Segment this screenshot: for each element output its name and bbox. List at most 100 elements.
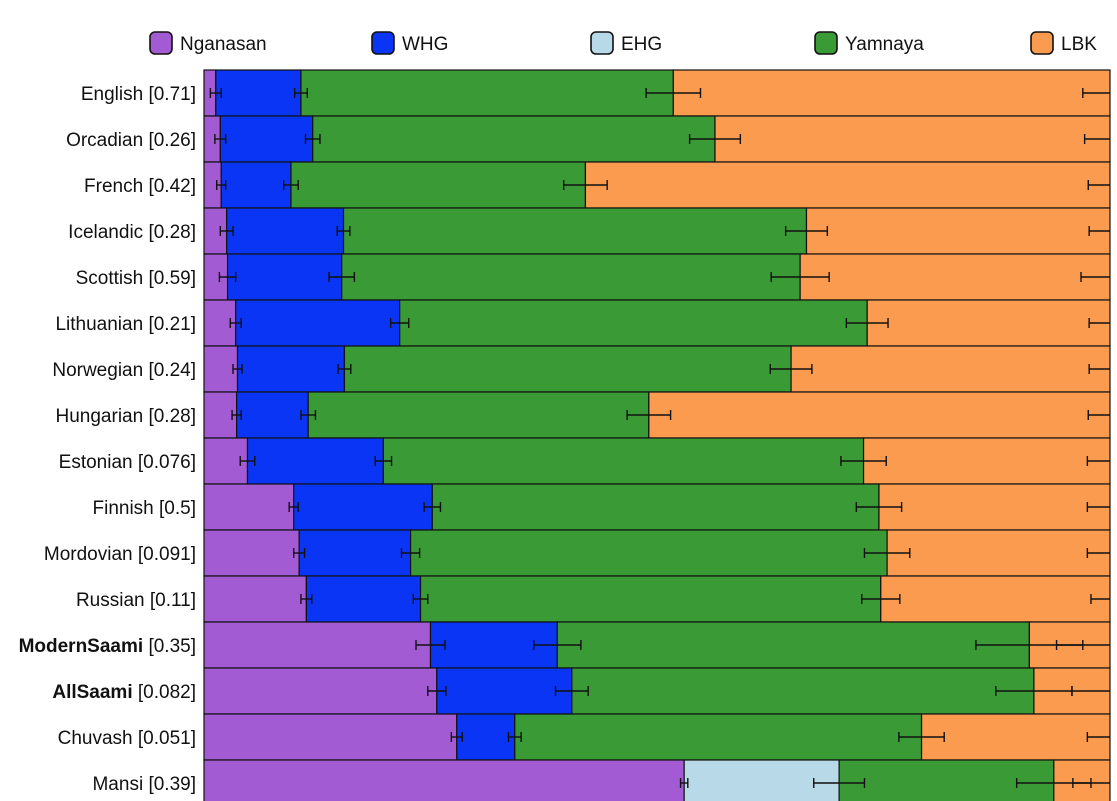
error-bar-nganasan bbox=[450, 732, 463, 742]
error-bar-lbk bbox=[1071, 686, 1110, 696]
error-bar-whg bbox=[336, 226, 351, 236]
error-bar-nganasan bbox=[219, 226, 234, 236]
row-label: Mansi [0.39] bbox=[92, 774, 196, 795]
bar-segment-nganasan bbox=[203, 529, 300, 577]
error-bar-whg bbox=[554, 686, 589, 696]
row-label-population: Scottish bbox=[76, 268, 144, 289]
row-finnish: Finnish [0.5] bbox=[93, 483, 1111, 531]
row-label-population: Finnish bbox=[93, 498, 154, 519]
bar-segment-yamnaya bbox=[300, 69, 674, 117]
error-bar-whg bbox=[300, 410, 317, 420]
error-bar-lbk bbox=[1082, 88, 1110, 98]
row-lithuanian: Lithuanian [0.21] bbox=[55, 299, 1111, 347]
bar-segment-yamnaya bbox=[290, 161, 587, 209]
bar-segment-whg bbox=[246, 437, 384, 485]
bar-segment-lbk bbox=[672, 69, 1111, 117]
error-bar-lbk bbox=[1086, 456, 1110, 466]
row-label-population: ModernSaami bbox=[19, 636, 144, 657]
error-bar-yamnaya bbox=[840, 456, 887, 466]
bar-segment-nganasan bbox=[203, 759, 685, 801]
row-label-population: Orcadian bbox=[66, 130, 143, 151]
legend-label: Nganasan bbox=[180, 34, 267, 55]
bar-segment-whg bbox=[298, 529, 412, 577]
row-mordovian: Mordovian [0.091] bbox=[44, 529, 1111, 577]
row-label: Chuvash [0.051] bbox=[58, 728, 196, 749]
error-bar-whg bbox=[412, 594, 429, 604]
error-bar-nganasan bbox=[231, 410, 242, 420]
row-label: Estonian [0.076] bbox=[59, 452, 196, 473]
row-scottish: Scottish [0.59] bbox=[76, 253, 1111, 301]
error-bar-lbk bbox=[1088, 364, 1110, 374]
error-bar-whg bbox=[423, 502, 442, 512]
legend-label: EHG bbox=[621, 34, 662, 55]
error-bar-yamnaya bbox=[562, 180, 608, 190]
error-bar-lbk bbox=[1083, 134, 1110, 144]
bar-segment-nganasan bbox=[203, 483, 295, 531]
bar-segment-lbk bbox=[878, 483, 1111, 531]
error-bar-nganasan bbox=[229, 318, 242, 328]
row-label-population: Chuvash bbox=[58, 728, 133, 749]
error-bar-lbk bbox=[1087, 410, 1110, 420]
error-bar-yamnaya bbox=[769, 364, 813, 374]
error-bar-nganasan bbox=[415, 640, 446, 650]
bar-segment-lbk bbox=[920, 713, 1111, 761]
bar-segment-whg bbox=[215, 69, 302, 117]
legend-item-whg: WHG bbox=[371, 31, 448, 55]
error-bar-yamnaya bbox=[863, 548, 911, 558]
bar-segment-whg bbox=[226, 253, 343, 301]
error-bar-nganasan bbox=[679, 778, 689, 788]
row-label-population: Lithuanian bbox=[55, 314, 143, 335]
error-bar-yamnaya bbox=[784, 226, 829, 236]
legend-item-lbk: LBK bbox=[1030, 31, 1097, 55]
row-label: ModernSaami [0.35] bbox=[19, 636, 196, 657]
row-label-population: Mordovian bbox=[44, 544, 133, 565]
error-bar-lbk bbox=[1088, 318, 1110, 328]
row-label: Finnish [0.5] bbox=[93, 498, 197, 519]
error-bar-lbk bbox=[1088, 226, 1110, 236]
row-label: Scottish [0.59] bbox=[76, 268, 196, 289]
legend-item-yamnaya: Yamnaya bbox=[814, 31, 924, 55]
error-bar-lbk bbox=[1087, 180, 1110, 190]
bar-segment-yamnaya bbox=[838, 759, 1055, 801]
bar-segment-lbk bbox=[805, 207, 1111, 255]
error-bar-lbk bbox=[1055, 640, 1110, 650]
error-bar-whg bbox=[389, 318, 410, 328]
row-label-pvalue: [0.11] bbox=[145, 590, 196, 611]
bar-segment-lbk bbox=[1053, 759, 1111, 801]
bar-segment-yamnaya bbox=[431, 483, 880, 531]
row-label: AllSaami [0.082] bbox=[52, 682, 196, 703]
error-bar-lbk bbox=[1086, 732, 1110, 742]
error-bar-yamnaya bbox=[770, 272, 830, 282]
bar-segment-yamnaya bbox=[312, 115, 716, 163]
bar-segment-yamnaya bbox=[409, 529, 888, 577]
error-bar-nganasan bbox=[427, 686, 447, 696]
row-label-pvalue: [0.71] bbox=[143, 84, 196, 105]
row-russian: Russian [0.11] bbox=[76, 575, 1111, 623]
error-bar-whg bbox=[533, 640, 582, 650]
row-label-population: Norwegian bbox=[52, 360, 143, 381]
row-label-pvalue: [0.59] bbox=[143, 268, 196, 289]
error-bar-nganasan bbox=[209, 88, 222, 98]
row-label-pvalue: [0.24] bbox=[143, 360, 196, 381]
error-bar-nganasan bbox=[215, 180, 227, 190]
row-label: Hungarian [0.28] bbox=[56, 406, 197, 427]
row-estonian: Estonian [0.076] bbox=[59, 437, 1111, 485]
row-label: Norwegian [0.24] bbox=[52, 360, 196, 381]
row-label-population: Estonian bbox=[59, 452, 133, 473]
bar-segment-whg bbox=[456, 713, 516, 761]
error-bar-whg bbox=[400, 548, 421, 558]
error-bar-nganasan bbox=[300, 594, 313, 604]
row-label-population: Icelandic bbox=[68, 222, 143, 243]
legend-label: WHG bbox=[402, 34, 448, 55]
bar-segment-lbk bbox=[790, 345, 1111, 393]
bar-segment-whg bbox=[220, 161, 292, 209]
legend-swatch-yamnaya bbox=[814, 31, 838, 55]
bar-segment-whg bbox=[236, 345, 346, 393]
bar-segment-lbk bbox=[880, 575, 1111, 623]
row-label-pvalue: [0.051] bbox=[133, 728, 196, 749]
error-bar-whg bbox=[328, 272, 356, 282]
row-label-population: English bbox=[81, 84, 143, 105]
row-chuvash: Chuvash [0.051] bbox=[58, 713, 1111, 761]
row-norwegian: Norwegian [0.24] bbox=[52, 345, 1111, 393]
